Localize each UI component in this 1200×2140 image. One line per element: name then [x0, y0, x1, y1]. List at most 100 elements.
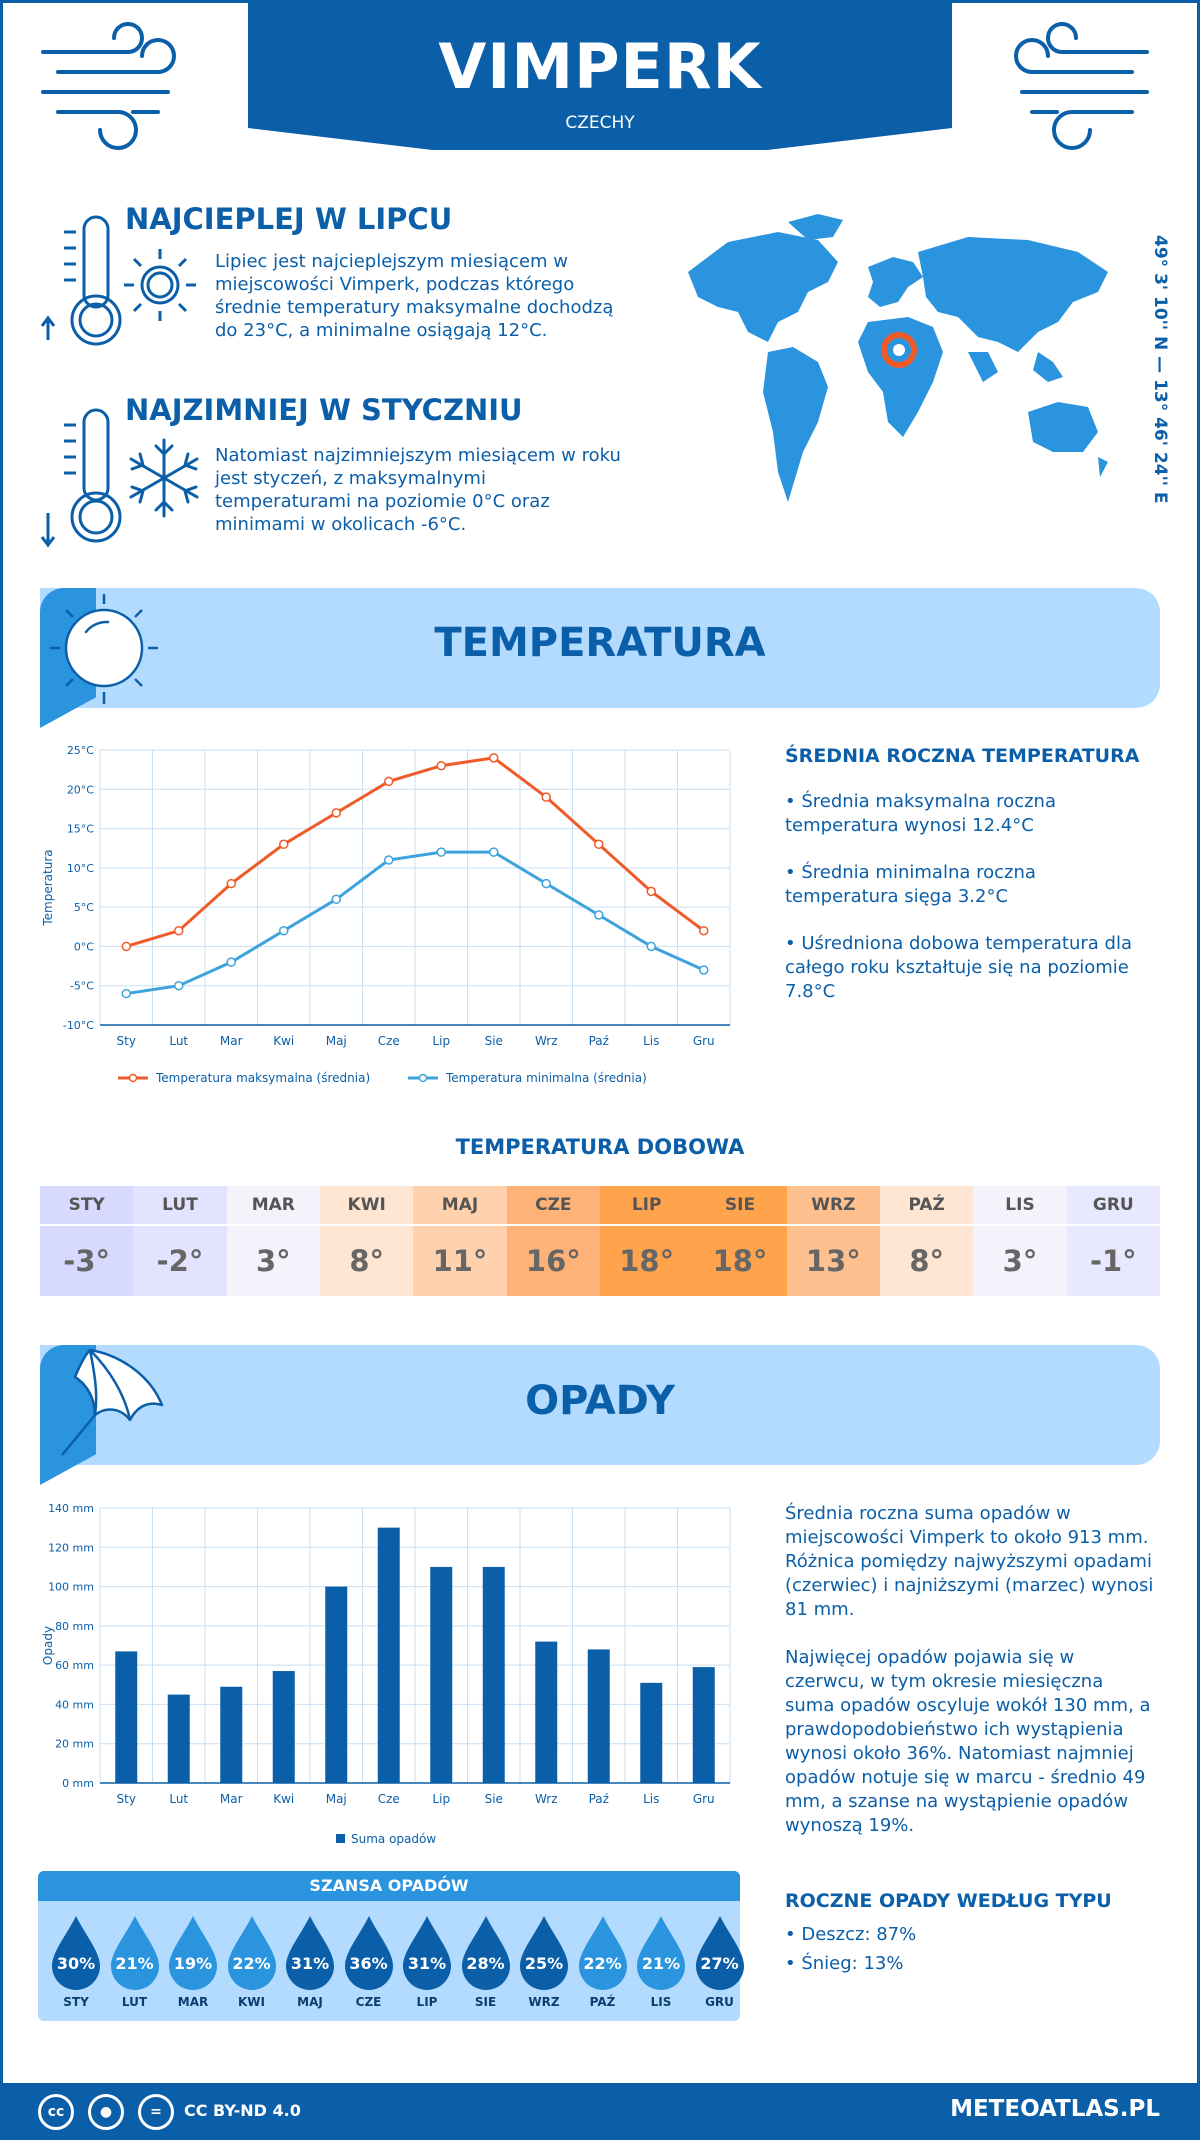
bar	[535, 1641, 558, 1783]
daily-temp-month: CZE	[535, 1195, 572, 1215]
legend-marker	[128, 1073, 138, 1083]
data-point	[174, 980, 184, 991]
x-tick-label: Sie	[485, 1034, 503, 1048]
bar	[377, 1527, 400, 1783]
precip-type-rain: • Deszcz: 87%	[785, 1924, 917, 1945]
umbrella-icon	[61, 1348, 164, 1456]
data-point	[541, 792, 551, 802]
y-tick-label: 25°C	[67, 744, 94, 757]
precipitation-chart: 140 mm 120 mm 100 mm 80 mm 60 mm 40 mm 20 mm 0 …	[41, 1502, 731, 1846]
precip-type-title: ROCZNE OPADY WEDŁUG TYPU	[785, 1890, 1112, 1912]
precip-text-1: Średnia roczna suma opadów w miejscowośc…	[785, 1503, 1154, 1620]
daily-temp-value: 18°	[600, 1224, 694, 1294]
bar	[640, 1682, 663, 1783]
y-tick-label: 80 mm	[55, 1620, 94, 1633]
rain-chance-value: 21%	[641, 1954, 681, 1973]
x-tick-label: Mar	[220, 1792, 243, 1806]
data-point	[699, 965, 709, 975]
rain-drop-icon	[578, 1916, 627, 1990]
bar	[220, 1686, 243, 1783]
brand-link[interactable]: METEOATLAS.PL	[950, 2096, 1160, 2122]
data-point	[279, 925, 289, 936]
x-tick-label: Mar	[220, 1034, 243, 1048]
rain-chance-value: 22%	[583, 1954, 622, 1973]
coldest-title: NAJZIMNIEJ W STYCZNIU	[125, 393, 523, 427]
rain-chance-value: 22%	[232, 1954, 271, 1973]
daily-temp-cell: MAR 3°	[226, 1186, 320, 1296]
x-tick-label: Sty	[117, 1792, 136, 1806]
daily-temp-cell: WRZ 13°	[786, 1186, 880, 1296]
annual-temp-title: ŚREDNIA ROCZNA TEMPERATURA	[785, 745, 1140, 767]
x-tick-label: Lip	[432, 1034, 450, 1048]
snowflake-icon	[129, 438, 199, 518]
data-point	[121, 988, 131, 999]
sun-icon-large	[50, 594, 158, 704]
rain-drop-icon	[52, 1916, 100, 1990]
data-point	[594, 910, 604, 920]
rain-chance-value: 30%	[56, 1954, 96, 1973]
rain-chance-month: MAR	[177, 1995, 209, 2009]
data-point	[489, 847, 499, 857]
legend-label: Temperatura maksymalna (średnia)	[155, 1071, 370, 1085]
data-point	[646, 886, 656, 897]
x-tick-label: Gru	[693, 1792, 715, 1806]
y-tick-label: 100 mm	[48, 1581, 94, 1594]
bar	[325, 1586, 348, 1783]
rain-chance-title: SZANSA OPADÓW	[38, 1871, 740, 1901]
license-label[interactable]: CC BY-ND 4.0	[184, 2101, 301, 2120]
rain-chance-month: GRU	[705, 1995, 734, 2009]
data-point	[646, 941, 656, 952]
rain-drop-icon	[110, 1916, 159, 1990]
data-point	[279, 839, 289, 850]
rain-chance-month: LIS	[650, 1995, 672, 2009]
daily-temp-title: TEMPERATURA DOBOWA	[455, 1135, 745, 1159]
rain-chance-value: 27%	[700, 1954, 739, 1973]
rain-drop-icon	[344, 1916, 393, 1990]
y-axis-label: Temperatura	[41, 849, 55, 926]
title-banner	[248, 0, 952, 150]
daily-temp-cell: LIS 3°	[973, 1186, 1067, 1296]
daily-temp-month: LIP	[631, 1195, 662, 1215]
x-tick-label: Lut	[169, 1034, 188, 1048]
thermometer-hot-icon	[40, 215, 122, 346]
attribution-icon: ●	[88, 2094, 124, 2130]
daily-temp-value: 8°	[320, 1224, 414, 1294]
data-point	[436, 847, 446, 857]
bar	[115, 1651, 138, 1783]
bar	[167, 1694, 190, 1783]
y-tick-label: 0°C	[74, 940, 94, 953]
daily-temp-cell: KWI 8°	[320, 1186, 414, 1296]
y-tick-label: 15°C	[67, 823, 94, 836]
daily-temp-value: 13°	[786, 1224, 880, 1294]
data-point	[174, 925, 184, 936]
x-tick-label: Wrz	[535, 1792, 558, 1806]
rain-chance-value: 25%	[524, 1954, 564, 1973]
daily-temp-month: WRZ	[811, 1195, 856, 1215]
data-point	[226, 957, 236, 967]
daily-temp-value: 16°	[506, 1224, 600, 1294]
rain-drop-icon	[520, 1916, 568, 1990]
rain-drop-icon	[461, 1916, 510, 1990]
daily-temp-cell: GRU -1°	[1066, 1186, 1160, 1296]
x-tick-label: Paź	[589, 1792, 609, 1806]
rain-chance-value: 21%	[115, 1954, 154, 1973]
series-line	[126, 850, 705, 996]
data-point	[699, 925, 709, 936]
legend-marker	[418, 1073, 428, 1083]
data-point	[226, 878, 236, 889]
hottest-title: NAJCIEPLEJ W LIPCU	[125, 202, 453, 236]
daily-temp-value: 18°	[693, 1224, 787, 1294]
y-tick-label: 120 mm	[48, 1541, 94, 1554]
rain-drop-icon	[403, 1916, 451, 1990]
rain-chance-month: LUT	[121, 1995, 148, 2009]
rain-chance-value: 28%	[466, 1954, 505, 1973]
x-tick-label: Maj	[326, 1792, 347, 1806]
daily-temp-cell: LUT -2°	[133, 1186, 227, 1296]
footer	[0, 2083, 1200, 2140]
rain-chance-month: STY	[63, 1995, 89, 2009]
x-tick-label: Lis	[643, 1792, 659, 1806]
daily-temp-month: SIE	[724, 1195, 756, 1215]
no-derivatives-icon: =	[138, 2094, 174, 2130]
bar	[482, 1566, 505, 1783]
wind-icon-right	[1014, 22, 1149, 150]
